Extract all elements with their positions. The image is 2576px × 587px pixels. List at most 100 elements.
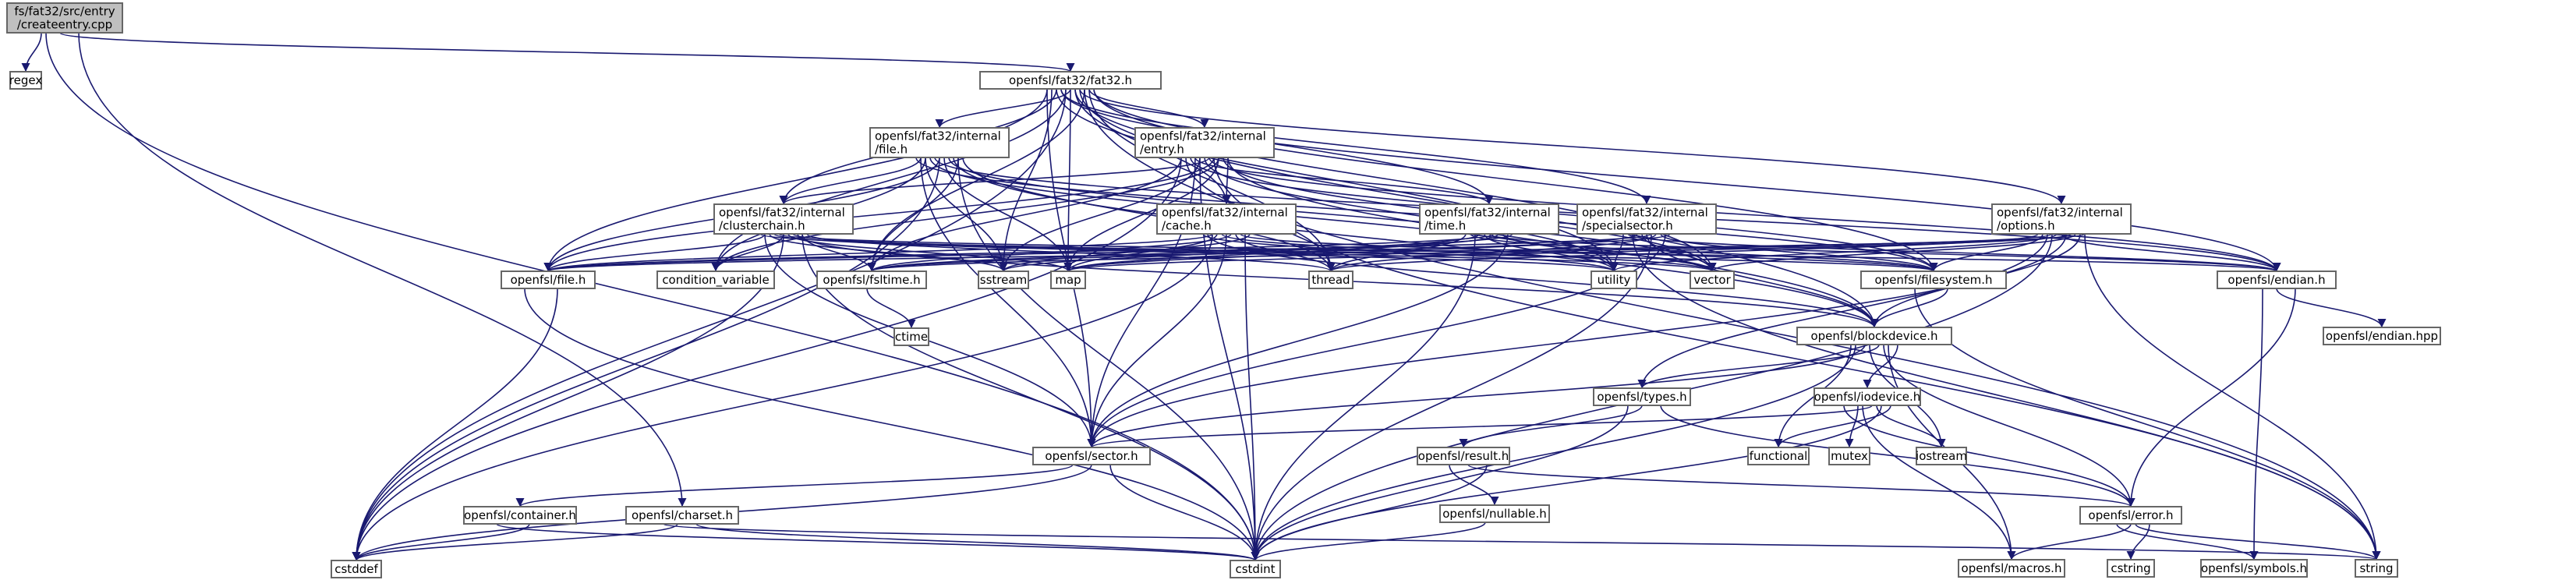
- node-label: openfsl/endian.h: [2227, 273, 2325, 287]
- edge-iodevice-to-sector: [1087, 405, 1873, 448]
- node-nullable[interactable]: openfsl/nullable.h: [1439, 504, 1550, 523]
- node-entryh[interactable]: openfsl/fat32/internal/entry.h: [1134, 127, 1275, 158]
- node-box: [1828, 447, 1870, 465]
- edge-optionsh-to-thread: [1326, 233, 2039, 272]
- node-box: [501, 271, 596, 289]
- node-box: [1813, 387, 1921, 406]
- edge-blockdevice-to-error: [1883, 344, 2135, 507]
- node-box: [2217, 271, 2337, 289]
- node-blockdevice[interactable]: openfsl/blockdevice.h: [1796, 327, 1952, 345]
- edge-clusterchain-to-ofile: [543, 233, 766, 272]
- node-box: [1796, 327, 1952, 345]
- node-charset[interactable]: openfsl/charset.h: [625, 506, 739, 525]
- node-label: regex: [9, 73, 43, 87]
- node-box: [816, 271, 927, 289]
- edge-container-to-cstddef: [352, 523, 530, 561]
- node-label: /createentry.cpp: [17, 18, 112, 32]
- edge-entryh-to-cstddef: [352, 157, 1182, 561]
- edge-result-to-error: [1467, 464, 2135, 507]
- edge-cacheh-to-ofile: [543, 233, 1213, 272]
- node-cstdint: cstdint: [1230, 560, 1281, 578]
- edge-fsltime-to-ctime: [866, 288, 916, 329]
- node-label: openfsl/fat32/internal: [1424, 206, 1551, 220]
- node-cstring: cstring: [2107, 559, 2155, 578]
- edge-iodevice-to-error: [1843, 405, 2135, 507]
- edge-charset-to-string: [663, 523, 2380, 560]
- edge-entryh-to-clusterchain: [779, 157, 1210, 205]
- node-types[interactable]: openfsl/types.h: [1593, 387, 1691, 406]
- node-box: [1991, 203, 2132, 235]
- node-clusterchain[interactable]: openfsl/fat32/internal/clusterchain.h: [713, 203, 854, 235]
- node-label: openfsl/result.h: [1418, 449, 1509, 463]
- node-fat32h[interactable]: openfsl/fat32/fat32.h: [979, 71, 1162, 90]
- node-box: [2079, 506, 2182, 525]
- edge-filesystem-to-blockdevice: [1870, 288, 1948, 328]
- node-label: map: [1055, 273, 1081, 287]
- edge-fat32h-to-timeh: [1093, 88, 1494, 205]
- edge-entryh-to-ofile: [543, 157, 1215, 272]
- node-filesystem[interactable]: openfsl/filesystem.h: [1860, 271, 2007, 289]
- node-ctime: ctime: [893, 327, 929, 346]
- node-box: [656, 271, 775, 289]
- node-label: /options.h: [1997, 219, 2055, 233]
- node-macros[interactable]: openfsl/macros.h: [1958, 559, 2065, 578]
- node-label: ctime: [895, 330, 928, 344]
- node-sstream: sstream: [978, 271, 1029, 289]
- edge-fat32h-to-sstream: [999, 88, 1053, 272]
- node-label: /file.h: [875, 143, 908, 157]
- edge-fat32h-to-optionsh: [1079, 88, 2066, 205]
- edge-container-to-cstdint: [496, 523, 1260, 561]
- node-box: [1308, 271, 1353, 289]
- node-result[interactable]: openfsl/result.h: [1417, 447, 1510, 465]
- nodes-layer: fs/fat32/src/entry/createentry.cpp regex o…: [6, 2, 2441, 578]
- edge-root-to-cstdint: [45, 32, 1260, 561]
- node-timeh[interactable]: openfsl/fat32/internal/time.h: [1419, 203, 1559, 235]
- node-label: /time.h: [1424, 219, 1466, 233]
- node-container[interactable]: openfsl/container.h: [463, 506, 577, 525]
- edge-ofile-to-cstddef: [352, 288, 558, 561]
- edge-endian-to-symbols: [2249, 288, 2263, 560]
- node-box: [625, 506, 739, 525]
- edge-fat32h-to-vector: [1074, 88, 1717, 272]
- edge-root-to-fat32h: [59, 32, 1074, 72]
- node-symbols[interactable]: openfsl/symbols.h: [2200, 559, 2308, 578]
- edge-result-to-cstdint: [1251, 464, 1488, 561]
- node-vector: vector: [1690, 271, 1735, 289]
- node-specialsector[interactable]: openfsl/fat32/internal/specialsector.h: [1576, 203, 1717, 235]
- node-sector[interactable]: openfsl/sector.h: [1032, 447, 1151, 465]
- edge-clusterchain-to-cstddef: [352, 233, 784, 561]
- node-label: openfsl/macros.h: [1962, 561, 2062, 575]
- node-iodevice[interactable]: openfsl/iodevice.h: [1813, 387, 1921, 406]
- node-condvar: condition_variable: [656, 271, 775, 289]
- node-iostream: iostream: [1916, 447, 1967, 465]
- node-label: openfsl/symbols.h: [2201, 561, 2307, 575]
- node-box: [978, 271, 1029, 289]
- node-error[interactable]: openfsl/error.h: [2079, 506, 2182, 525]
- edge-types-to-result: [1459, 405, 1643, 448]
- node-label: /cache.h: [1162, 219, 1212, 233]
- edge-optionsh-to-sector: [1087, 233, 2067, 448]
- node-optionsh[interactable]: openfsl/fat32/internal/options.h: [1991, 203, 2132, 235]
- node-label: cstdint: [1235, 562, 1275, 576]
- node-box: [1860, 271, 2007, 289]
- edge-fat32h-to-cstddef: [352, 88, 1067, 561]
- node-ofile[interactable]: openfsl/file.h: [501, 271, 596, 289]
- edge-cacheh-to-cstddef: [352, 233, 1213, 561]
- edge-fat32h-to-map: [1063, 88, 1073, 272]
- node-regex: regex: [9, 71, 43, 90]
- edge-timeh-to-thread: [1326, 233, 1467, 272]
- node-cacheh[interactable]: openfsl/fat32/internal/cache.h: [1156, 203, 1297, 235]
- node-label: openfsl/fat32/internal: [1162, 206, 1288, 220]
- node-label: openfsl/file.h: [511, 273, 586, 287]
- node-endianhpp[interactable]: openfsl/endian.hpp: [2323, 327, 2441, 345]
- node-fileh_int[interactable]: openfsl/fat32/internal/file.h: [869, 127, 1010, 158]
- edge-fileh_int-to-cstdint: [957, 157, 1260, 561]
- edge-clusterchain-to-endian: [778, 233, 2281, 272]
- node-fsltime[interactable]: openfsl/fsltime.h: [816, 271, 927, 289]
- node-box: [893, 327, 929, 346]
- edge-optionsh-to-types: [1637, 233, 2048, 389]
- node-label: openfsl/charset.h: [632, 508, 733, 522]
- node-endian[interactable]: openfsl/endian.h: [2217, 271, 2337, 289]
- edge-charset-to-cstdint: [695, 523, 1260, 561]
